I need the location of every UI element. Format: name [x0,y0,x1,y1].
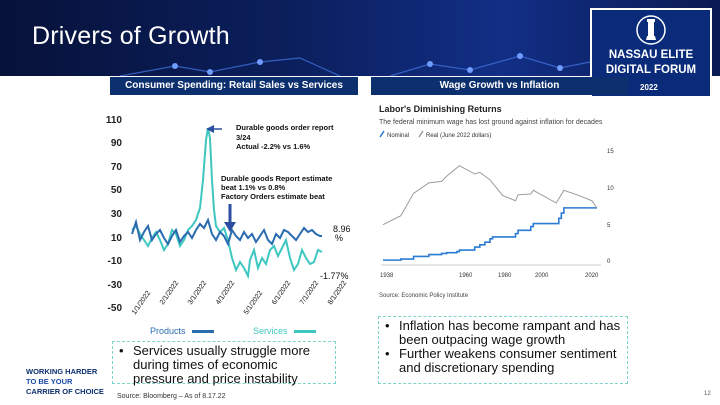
products-series-line [131,217,322,247]
y-tick-50: 50 [111,185,123,196]
y-tick-0: 0 [607,259,611,265]
annotation-1-line2: 3/24 [236,133,251,142]
left-bullet-item: Services usually struggle more during ti… [119,344,329,386]
banner-network-graphic [119,53,601,76]
annotation-1-line3: Actual -2.2% vs 1.6% [236,142,311,151]
annotation-arrow-1 [206,125,222,133]
y-tick-10: 10 [111,233,123,244]
legend-real: Real (June 2022 dollars) [426,133,491,139]
annotation-2-line3: Factory Orders estimate beat [221,192,325,201]
x-tick-7: 8/1/2022 [327,280,348,306]
y-tick-15: 15 [607,149,614,155]
legend-nominal: Nominal [387,133,409,139]
tagline: WORKING HARDER TO BE YOUR CARRIER OF CHO… [26,367,104,397]
real-wage-line [382,165,598,226]
retail-vs-services-chart: 110 90 70 50 30 10 -10 -30 -50 Durable g… [106,115,350,316]
legend-products: Products [150,326,215,336]
x-tick-4: 5/1/2022 [243,290,264,316]
nominal-wage-line [383,207,597,261]
wage-vs-inflation-chart: Labor's Diminishing Returns The federal … [379,104,614,299]
x-tick-1980: 1980 [498,273,512,279]
x-tick-1960: 1960 [459,273,473,279]
chart-subtitle: The federal minimum wage has lost ground… [379,119,603,126]
y-tick-neg10: -10 [108,256,123,267]
y-tick-neg50: -50 [108,303,123,314]
x-tick-0: 1/1/2022 [131,290,152,316]
wage-series-lines [382,165,598,261]
chart-source: Source: Economic Policy Institute [379,293,469,299]
brand-name: NASSAU ELITE DIGITAL FORUM [592,48,710,78]
y-tick-30: 30 [111,209,123,220]
legend-products-label: Products [150,326,186,336]
x-tick-2000: 2000 [535,273,549,279]
legend-services-swatch [294,330,317,334]
footer-source: Source: Bloomberg – As of 8.17.22 [117,393,226,400]
legend-services-label: Services [253,326,288,336]
y-tick-90: 90 [111,138,123,149]
y-tick-5: 5 [607,223,611,229]
chart-legend: Nominal Real (June 2022 dollars) [379,130,491,139]
chart-title: Labor's Diminishing Returns [379,104,502,114]
x-tick-2020: 2020 [585,273,599,279]
x-tick-1: 2/1/2022 [159,280,180,306]
y-tick-70: 70 [111,162,123,173]
nominal-swatch [379,130,385,138]
right-bullet-box: Inflation has become rampant and has bee… [378,316,628,384]
right-bullet-item-1: Inflation has become rampant and has bee… [385,319,621,347]
tagline-line2: TO BE YOUR [26,377,73,386]
services-series-line [131,127,323,280]
products-end-label: 8.96 [333,224,350,234]
products-end-label-unit: % [335,233,343,243]
y-tick-neg30: -30 [108,280,123,291]
right-bullet-item-2: Further weakens consumer sentiment and d… [385,347,621,375]
x-tick-5: 6/1/2022 [271,280,292,306]
annotation-2-line2: beat 1.1% vs 0.8% [221,183,286,192]
y-tick-110: 110 [106,115,123,126]
brand-line2: DIGITAL FORUM [605,64,697,76]
brand-line1: NASSAU ELITE [608,49,694,61]
y-tick-10: 10 [607,186,614,192]
legend-services: Services [253,326,317,336]
legend-products-swatch [192,330,215,334]
annotation-1-line1: Durable goods order report [236,123,334,132]
left-panel-header: Consumer Spending: Retail Sales vs Servi… [110,77,358,95]
tagline-line1: WORKING HARDER [26,367,98,376]
annotation-2-line1: Durable goods Report estimate [221,174,332,183]
tagline-line3: CARRIER OF CHOICE [26,387,104,396]
slide-title: Drivers of Growth [32,22,230,50]
x-tick-3: 4/1/2022 [215,280,236,306]
services-end-label: -1.77% [320,271,349,281]
right-panel-header: Wage Growth vs Inflation [371,77,628,95]
x-tick-6: 7/1/2022 [299,280,320,306]
x-tick-1938: 1938 [380,273,394,279]
lighthouse-icon [636,15,666,45]
real-swatch [418,130,424,138]
annotation-arrow-2 [224,204,236,232]
x-tick-2: 3/1/2022 [187,280,208,306]
left-bullet-box: Services usually struggle more during ti… [112,341,336,386]
page-number: 12 [704,391,711,397]
brand-year: 2022 [640,83,658,92]
